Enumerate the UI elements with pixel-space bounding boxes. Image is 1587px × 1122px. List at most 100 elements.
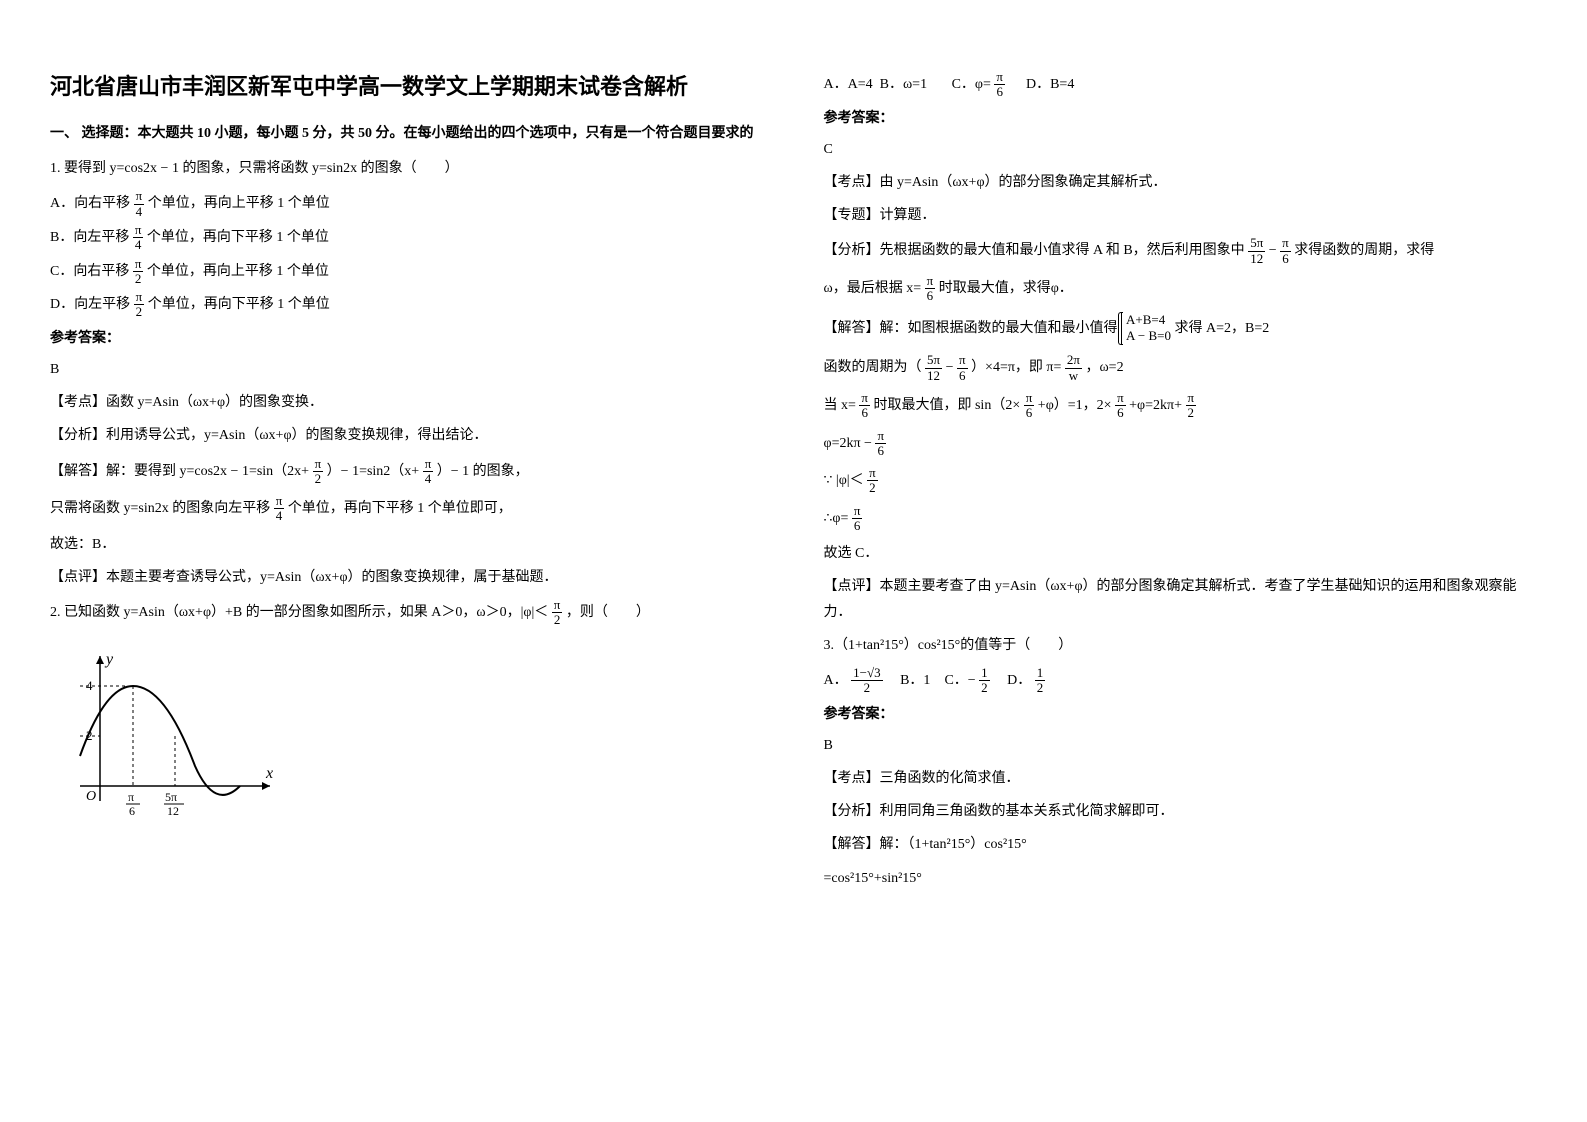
frac-2pi-w: 2πw <box>1065 353 1082 383</box>
q2-period-post: ，ω=2 <box>1085 360 1123 375</box>
frac-pi-4: π4 <box>134 189 145 219</box>
q2-period-mid: − <box>946 360 957 375</box>
q3-kaodian: 【考点】三角函数的化简求值． <box>824 766 1538 791</box>
q3-options: A． 1−√32 B．1 C．− 12 D． 12 <box>824 666 1538 696</box>
frac-pi-6: π6 <box>925 274 936 304</box>
q2-dianping: 【点评】本题主要考查了由 y=Asin（ωx+φ）的部分图象确定其解析式．考查了… <box>824 574 1538 624</box>
left-column: 河北省唐山市丰润区新军屯中学高一数学文上学期期末试卷含解析 一、 选择题：本大题… <box>0 0 794 1122</box>
q2-fenxi-post: 求得函数的周期，求得 <box>1294 243 1434 258</box>
frac-pi-6: π6 <box>994 70 1005 100</box>
frac-pi-6: π6 <box>1115 391 1126 421</box>
q1-jieda-mid: ）− 1=sin2（x+ <box>327 464 423 479</box>
q2-since-pre: ∵ <box>824 473 833 488</box>
q1-jieda2-post: 个单位，再向下平移 1 个单位即可， <box>288 501 512 516</box>
q2-max-mid1: 时取最大值，即 sin（2× <box>873 398 1023 413</box>
q2-jieda: 【解答】解：如图根据函数的最大值和最小值得 A+B=4 A − B=0 求得 A… <box>824 312 1538 346</box>
q2-period-pre: 函数的周期为（ <box>824 360 926 375</box>
q2-fenxi-mid: − <box>1269 243 1280 258</box>
q2-stem-pre: 2. 已知函数 y=Asin（ωx+φ）+B 的一部分图象如图所示，如果 A＞0… <box>50 605 552 620</box>
frac-1msqrt3-2: 1−√32 <box>851 666 882 696</box>
q1-fenxi: 【分析】利用诱导公式，y=Asin（ωx+φ）的图象变换规律，得出结论． <box>50 423 764 448</box>
q1-answer: B <box>50 357 764 382</box>
svg-text:π: π <box>128 790 134 804</box>
q1-optA-post: 个单位，再向上平移 1 个单位 <box>148 196 330 211</box>
frac-5pi-12: 5π12 <box>925 353 942 383</box>
q1-optD: D．向左平移 π2 个单位，再向下平移 1 个单位 <box>50 290 764 320</box>
q1-optC: C．向右平移 π2 个单位，再向上平移 1 个单位 <box>50 257 764 287</box>
svg-text:x: x <box>265 765 273 782</box>
q1-jieda2: 只需将函数 y=sin2x 的图象向左平移 π4 个单位，再向下平移 1 个单位… <box>50 494 764 524</box>
q2-period: 函数的周期为（ 5π12 − π6 ）×4=π，即 π= 2πw ，ω=2 <box>824 353 1538 383</box>
q2-zhuanti: 【专题】计算题． <box>824 203 1538 228</box>
q3-answer-label: 参考答案： <box>824 702 1538 727</box>
q2-fenxi2: ω，最后根据 x= π6 时取最大值，求得φ． <box>824 274 1538 304</box>
svg-text:12: 12 <box>167 804 179 816</box>
svg-text:6: 6 <box>129 804 135 816</box>
q2-fenxi2-post: 时取最大值，求得φ． <box>939 281 1073 296</box>
q2-therefore: ∴φ= π6 <box>824 504 1538 534</box>
q2-optC-pre: C．φ= <box>952 77 995 92</box>
q2-phi: φ=2kπ − π6 <box>824 429 1538 459</box>
frac-pi-2: π2 <box>867 466 878 496</box>
frac-pi-2: π2 <box>134 290 145 320</box>
svg-text:O: O <box>86 789 96 804</box>
right-column: A．A=4 B．ω=1 C．φ= π6 D．B=4 参考答案： C 【考点】由 … <box>794 0 1587 1122</box>
q2-optB: B．ω=1 <box>880 77 927 92</box>
q1-answer-label: 参考答案： <box>50 326 764 351</box>
q3-fenxi: 【分析】利用同角三角函数的基本关系式化简求解即可． <box>824 799 1538 824</box>
frac-pi-6: π6 <box>1280 236 1291 266</box>
q3-answer: B <box>824 733 1538 758</box>
frac-1-2: 12 <box>1035 666 1046 696</box>
q2-period-mid2: ）×4=π，即 π= <box>971 360 1065 375</box>
q2-optA: A．A=4 <box>824 77 873 92</box>
q1-optC-post: 个单位，再向上平移 1 个单位 <box>147 264 329 279</box>
q2-conclusion: 故选 C． <box>824 541 1538 566</box>
q2-graph: y x O 4 2 π 6 5π 12 <box>50 646 280 816</box>
q2-jieda-pre: 【解答】解：如图根据函数的最大值和最小值得 <box>824 321 1122 336</box>
q2-since: ∵ |φ|＜ π2 <box>824 466 1538 496</box>
frac-pi-6: π6 <box>859 391 870 421</box>
frac-1-2: 12 <box>979 666 990 696</box>
q2-max-mid2: +φ）=1，2× <box>1038 398 1115 413</box>
q1-optA-pre: A．向右平移 <box>50 196 134 211</box>
q1-jieda: 【解答】解：要得到 y=cos2x − 1=sin（2x+ π2 ）− 1=si… <box>50 457 764 487</box>
q1-optA: A．向右平移 π4 个单位，再向上平移 1 个单位 <box>50 189 764 219</box>
brace-system: A+B=4 A − B=0 <box>1121 312 1171 346</box>
q1-jieda-pre: 【解答】解：要得到 y=cos2x − 1=sin（2x+ <box>50 464 313 479</box>
doc-title: 河北省唐山市丰润区新军屯中学高一数学文上学期期末试卷含解析 <box>50 70 764 103</box>
q2-fenxi: 【分析】先根据函数的最大值和最小值求得 A 和 B，然后利用图象中 5π12 −… <box>824 236 1538 266</box>
q2-therefore-pre: ∴φ= <box>824 511 852 526</box>
q2-fenxi2-pre: ω，最后根据 x= <box>824 281 925 296</box>
q1-kaodian: 【考点】函数 y=Asin（ωx+φ）的图象变换． <box>50 390 764 415</box>
q3-jieda2: =cos²15°+sin²15° <box>824 866 1538 891</box>
q2-since-body: |φ|＜ <box>836 473 864 488</box>
q1-optB-pre: B．向左平移 <box>50 230 133 245</box>
q1-stem: 1. 要得到 y=cos2x − 1 的图象，只需将函数 y=sin2x 的图象… <box>50 156 764 181</box>
q2-kaodian: 【考点】由 y=Asin（ωx+φ）的部分图象确定其解析式． <box>824 170 1538 195</box>
frac-pi-2: π2 <box>1186 391 1197 421</box>
frac-pi-2: π2 <box>133 257 144 287</box>
frac-pi-2: π2 <box>552 598 563 628</box>
q2-max-pre: 当 x= <box>824 398 860 413</box>
q2-stem-post: ，则（ ） <box>566 605 650 620</box>
q3-optA-pre: A． <box>824 673 848 688</box>
frac-pi-6: π6 <box>852 504 863 534</box>
q2-options: A．A=4 B．ω=1 C．φ= π6 D．B=4 <box>824 70 1538 100</box>
q1-jieda3: 故选：B． <box>50 532 764 557</box>
q1-optB: B．向左平移 π4 个单位，再向下平移 1 个单位 <box>50 223 764 253</box>
q1-optC-pre: C．向右平移 <box>50 264 133 279</box>
q2-phi-pre: φ=2kπ − <box>824 436 876 451</box>
frac-pi-6: π6 <box>875 429 886 459</box>
frac-pi-6: π6 <box>957 353 968 383</box>
q2-max: 当 x= π6 时取最大值，即 sin（2× π6 +φ）=1，2× π6 +φ… <box>824 391 1538 421</box>
q3-optD-pre: D． <box>1007 673 1031 688</box>
q3-optC-pre: C．− <box>944 673 979 688</box>
q3-optB: B．1 <box>900 673 930 688</box>
frac-pi-4: π4 <box>133 223 144 253</box>
q2-max-mid3: +φ=2kπ+ <box>1129 398 1185 413</box>
section1-title: 一、 选择题：本大题共 10 小题，每小题 5 分，共 50 分。在每小题给出的… <box>50 121 764 146</box>
q2-stem: 2. 已知函数 y=Asin（ωx+φ）+B 的一部分图象如图所示，如果 A＞0… <box>50 598 764 628</box>
q2-jieda-post: 求得 A=2，B=2 <box>1175 321 1270 336</box>
frac-pi-4: π4 <box>274 494 285 524</box>
frac-pi-2: π2 <box>313 457 324 487</box>
